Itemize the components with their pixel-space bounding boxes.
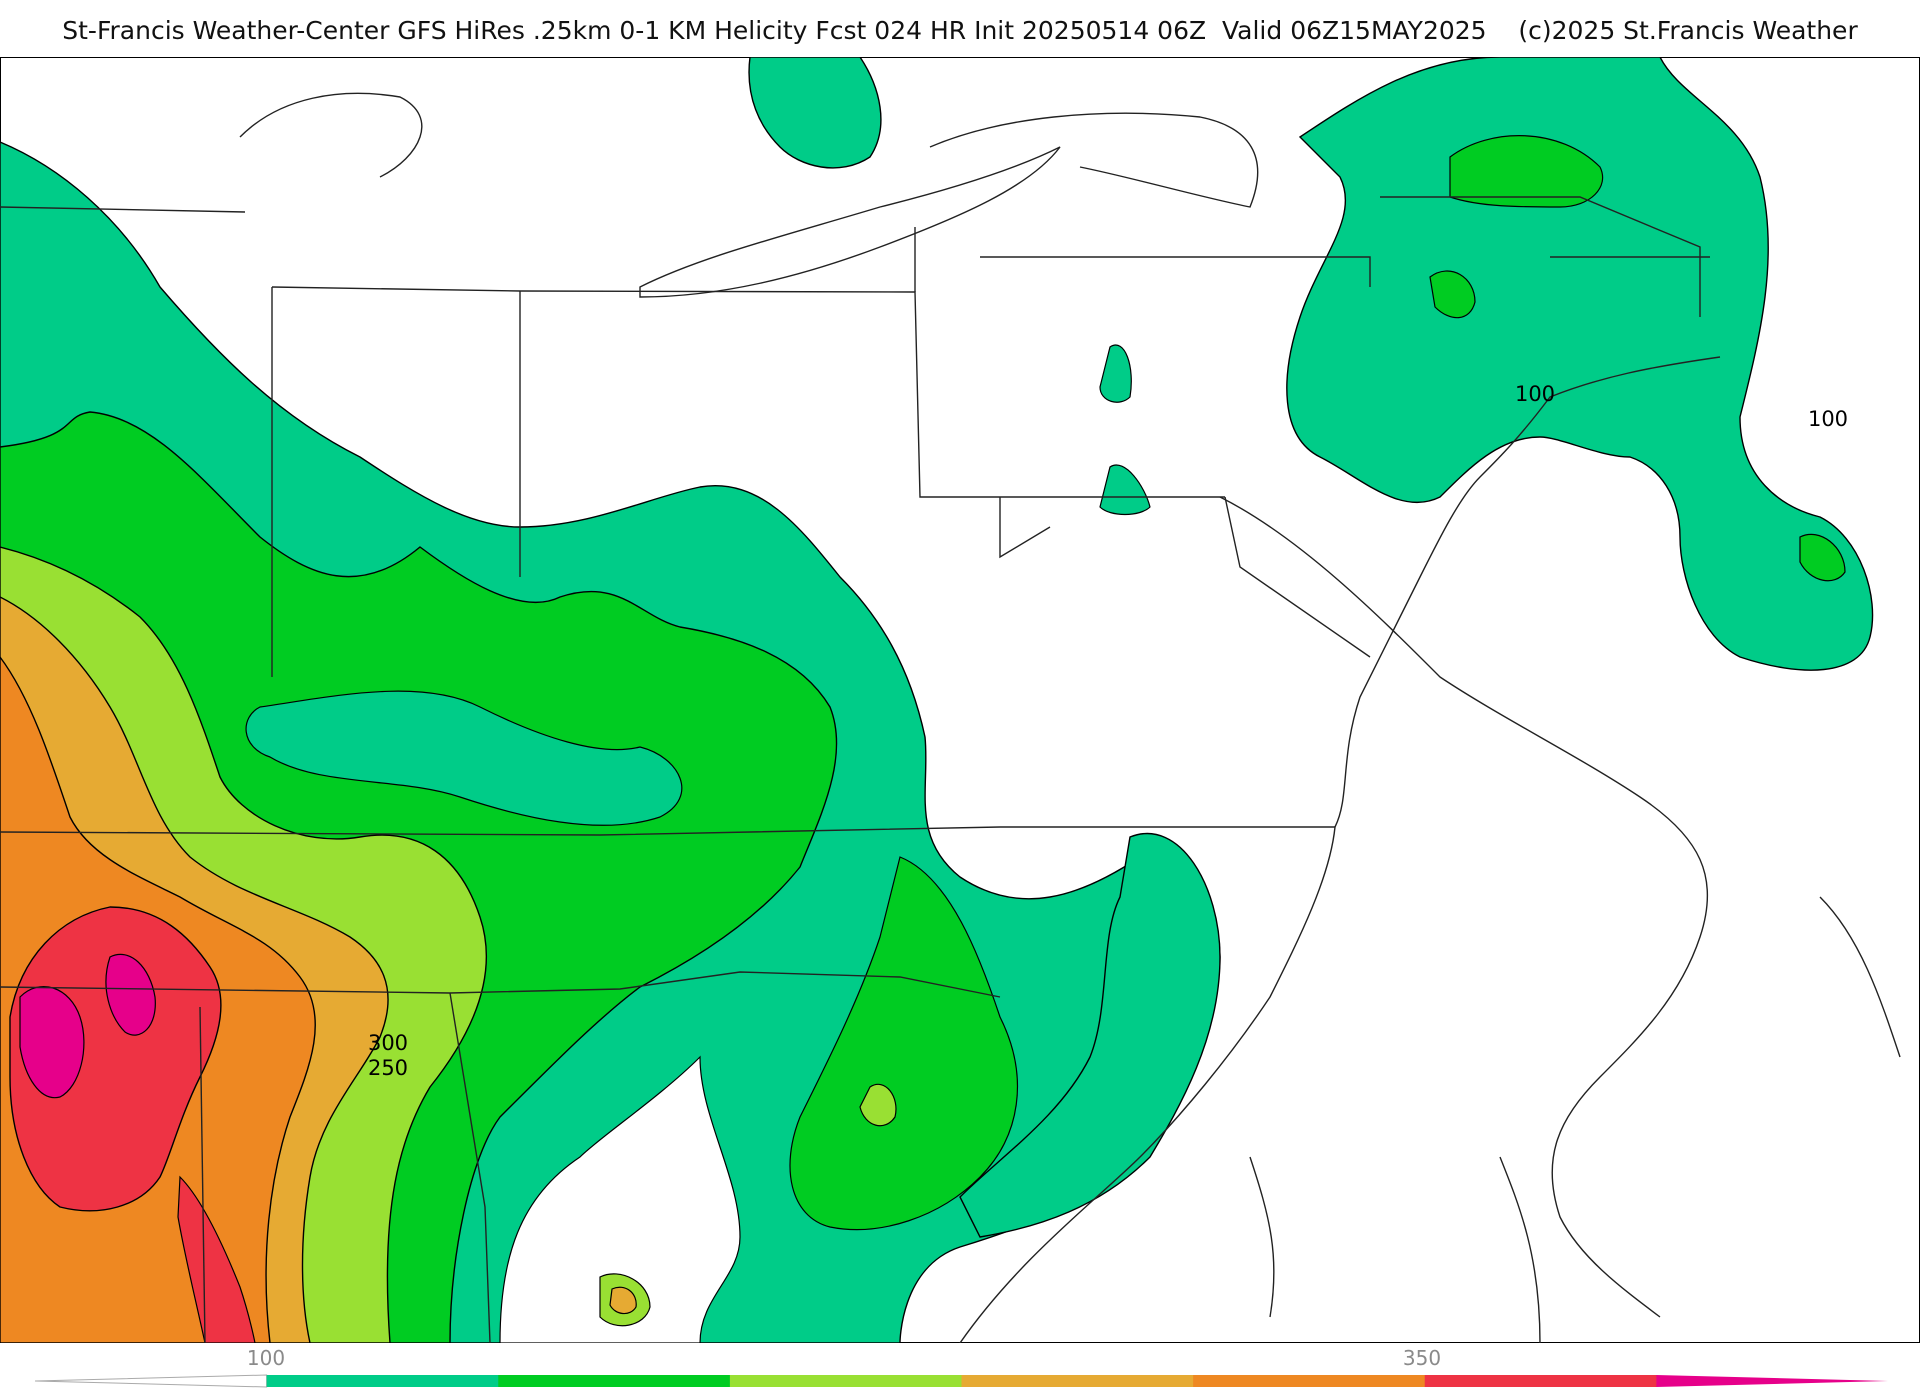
fill-150-blob-ne-2 [1429,270,1476,319]
fill-100-region-carolina [959,832,1221,1238]
state-border [0,206,246,213]
colorbar-segment-50 [34,1374,268,1388]
colorbar [34,1374,1888,1388]
contour-label-100-far-east: 100 [1808,407,1848,431]
helicity-fill-layer [0,57,1874,1343]
fill-teal-pocket-central [245,690,683,826]
state-border [980,256,1371,287]
fill-350-strip-south [177,1175,256,1343]
colorbar-segment-350 [1424,1375,1657,1387]
fill-100-blob-va [1099,344,1132,403]
state-border [999,497,1051,559]
contour-label-300: 300 [368,1031,408,1055]
fill-hole-coastal [499,1055,741,1343]
fill-350-region [9,906,222,1212]
colorbar-tick-100: 100 [246,1346,286,1370]
contour-line-100 [1249,1156,1275,1318]
helicity-map: 100 100 300 250 [0,57,1920,1343]
fill-100-blob-east [1099,464,1151,516]
fill-150-blob-ne-1 [1449,135,1604,208]
colorbar-segments [34,1374,1888,1388]
fill-150-blob-ne-3 [1799,533,1846,582]
fill-100-blob-top [748,57,882,169]
colorbar-segment-200 [729,1375,962,1387]
fill-300-blob-south [609,1286,637,1315]
fill-400-region-east [105,953,156,1036]
colorbar-segment-250 [961,1375,1194,1387]
lake-outline [639,146,1061,298]
colorbar-segment-400 [1656,1375,1888,1387]
lake-outline [929,112,1259,208]
state-border [0,826,1335,836]
state-border [199,1006,206,1343]
state-border [0,971,1001,998]
contour-line-100 [1219,496,1709,1318]
state-border [449,992,491,1343]
state-border [1380,196,1701,317]
coastline [959,826,1336,1343]
contour-label-100-east: 100 [1515,382,1555,406]
contour-line-100 [1819,896,1901,1058]
fill-150-region-carolina [789,856,1018,1231]
fill-200-blob-carolina [859,1083,897,1127]
contour-line-100 [1499,1156,1541,1343]
map-title: St-Francis Weather-Center GFS HiRes .25k… [62,16,1858,45]
colorbar-tick-350: 350 [1402,1346,1442,1370]
fill-100-region-northeast [1286,57,1874,671]
boundary-lines [0,92,1901,1343]
colorbar-segment-100 [266,1375,499,1387]
state-border [1224,496,1371,658]
contour-label-250: 250 [368,1056,408,1080]
colorbar-segment-150 [498,1375,731,1387]
colorbar-segment-300 [1193,1375,1426,1387]
coastline [1334,356,1721,828]
lake-outline [239,92,423,178]
